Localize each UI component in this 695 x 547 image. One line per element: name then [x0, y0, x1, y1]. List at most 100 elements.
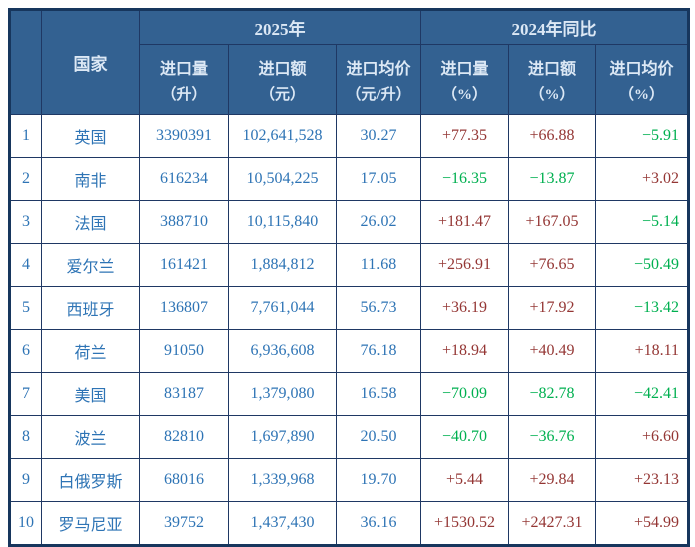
- volume-yoy-cell: +181.47: [420, 200, 509, 244]
- value-yoy-cell: +167.05: [508, 200, 596, 244]
- import-value-cell: 10,504,225: [228, 157, 337, 201]
- import-volume-cell: 136807: [139, 286, 229, 330]
- value-yoy-cell: +76.65: [508, 243, 596, 287]
- table-row: 7 美国 83187 1,379,080 16.58 −70.09 −82.78 −42.41: [9, 372, 689, 416]
- avg-price-yoy-cell: −5.91: [595, 114, 689, 158]
- volume-yoy-cell: +5.44: [420, 458, 509, 502]
- table-row: 1 英国 3390391 102,641,528 30.27 +77.35 +66.88 −5…: [9, 114, 689, 158]
- header-value-yoy: 进口额 （%）: [508, 44, 596, 115]
- avg-price-cell: 20.50: [336, 415, 421, 459]
- country-cell: 法国: [41, 200, 140, 244]
- table-row: 3 法国 388710 10,115,840 26.02 +181.47 +167.05 −5…: [9, 200, 689, 244]
- rank-cell: 8: [9, 415, 42, 459]
- avg-price-cell: 36.16: [336, 501, 421, 546]
- rank-cell: 2: [9, 157, 42, 201]
- import-volume-cell: 68016: [139, 458, 229, 502]
- volume-yoy-cell: +77.35: [420, 114, 509, 158]
- country-cell: 美国: [41, 372, 140, 416]
- rank-cell: 4: [9, 243, 42, 287]
- import-value-cell: 10,115,840: [228, 200, 337, 244]
- avg-price-cell: 30.27: [336, 114, 421, 158]
- table-row: 5 西班牙 136807 7,761,044 56.73 +36.19 +17.92 −13.…: [9, 286, 689, 330]
- group-header-2025: 2025年: [139, 9, 421, 45]
- country-cell: 荷兰: [41, 329, 140, 373]
- header-avg-price: 进口均价 （元/升）: [336, 44, 421, 115]
- volume-yoy-cell: +36.19: [420, 286, 509, 330]
- import-value-cell: 6,936,608: [228, 329, 337, 373]
- value-yoy-cell: −82.78: [508, 372, 596, 416]
- country-header-cell: 国家: [41, 9, 140, 115]
- import-value-cell: 102,641,528: [228, 114, 337, 158]
- table-row: 4 爱尔兰 161421 1,884,812 11.68 +256.91 +76.65 −50…: [9, 243, 689, 287]
- rank-cell: 9: [9, 458, 42, 502]
- import-volume-cell: 3390391: [139, 114, 229, 158]
- table-row: 6 荷兰 91050 6,936,608 76.18 +18.94 +40.49 +18.11: [9, 329, 689, 373]
- rank-cell: 6: [9, 329, 42, 373]
- value-yoy-cell: +29.84: [508, 458, 596, 502]
- rank-cell: 3: [9, 200, 42, 244]
- avg-price-cell: 76.18: [336, 329, 421, 373]
- volume-yoy-cell: −70.09: [420, 372, 509, 416]
- volume-yoy-cell: −40.70: [420, 415, 509, 459]
- import-value-cell: 1,697,890: [228, 415, 337, 459]
- volume-yoy-cell: +18.94: [420, 329, 509, 373]
- table-header: 国家 2025年 2024年同比 进口量 （升） 进口额 （元） 进口均价 （元/升）…: [9, 9, 689, 115]
- table-row: 2 南非 616234 10,504,225 17.05 −16.35 −13.87 +3.0…: [9, 157, 689, 201]
- volume-yoy-cell: +256.91: [420, 243, 509, 287]
- import-volume-cell: 39752: [139, 501, 229, 546]
- rank-cell: 7: [9, 372, 42, 416]
- avg-price-cell: 56.73: [336, 286, 421, 330]
- avg-price-cell: 16.58: [336, 372, 421, 416]
- import-volume-cell: 616234: [139, 157, 229, 201]
- table-row: 8 波兰 82810 1,697,890 20.50 −40.70 −36.76 +6.60: [9, 415, 689, 459]
- volume-yoy-cell: −16.35: [420, 157, 509, 201]
- country-cell: 英国: [41, 114, 140, 158]
- avg-price-yoy-cell: −50.49: [595, 243, 689, 287]
- import-value-cell: 7,761,044: [228, 286, 337, 330]
- import-volume-cell: 91050: [139, 329, 229, 373]
- import-volume-cell: 83187: [139, 372, 229, 416]
- avg-price-yoy-cell: +3.02: [595, 157, 689, 201]
- avg-price-yoy-cell: +23.13: [595, 458, 689, 502]
- avg-price-cell: 26.02: [336, 200, 421, 244]
- value-yoy-cell: −13.87: [508, 157, 596, 201]
- table-body: 1 英国 3390391 102,641,528 30.27 +77.35 +66.88 −5…: [9, 114, 689, 546]
- corner-header-cell: [9, 9, 42, 115]
- table-row: 9 白俄罗斯 68016 1,339,968 19.70 +5.44 +29.84 +23.1…: [9, 458, 689, 502]
- import-volume-cell: 161421: [139, 243, 229, 287]
- value-yoy-cell: +66.88: [508, 114, 596, 158]
- import-stats-table: 国家 2025年 2024年同比 进口量 （升） 进口额 （元） 进口均价 （元/升）…: [8, 8, 690, 547]
- import-value-cell: 1,884,812: [228, 243, 337, 287]
- group-header-2024-yoy: 2024年同比: [420, 9, 689, 45]
- rank-cell: 1: [9, 114, 42, 158]
- avg-price-yoy-cell: +6.60: [595, 415, 689, 459]
- avg-price-yoy-cell: −5.14: [595, 200, 689, 244]
- avg-price-cell: 17.05: [336, 157, 421, 201]
- header-import-volume: 进口量 （升）: [139, 44, 229, 115]
- volume-yoy-cell: +1530.52: [420, 501, 509, 546]
- country-cell: 爱尔兰: [41, 243, 140, 287]
- import-value-cell: 1,379,080: [228, 372, 337, 416]
- avg-price-yoy-cell: −42.41: [595, 372, 689, 416]
- table-row: 10 罗马尼亚 39752 1,437,430 36.16 +1530.52 +2427.3…: [9, 501, 689, 546]
- country-cell: 罗马尼亚: [41, 501, 140, 546]
- header-avg-price-yoy: 进口均价 （%）: [595, 44, 689, 115]
- import-value-cell: 1,437,430: [228, 501, 337, 546]
- import-volume-cell: 82810: [139, 415, 229, 459]
- value-yoy-cell: +17.92: [508, 286, 596, 330]
- avg-price-cell: 19.70: [336, 458, 421, 502]
- import-volume-cell: 388710: [139, 200, 229, 244]
- avg-price-cell: 11.68: [336, 243, 421, 287]
- avg-price-yoy-cell: −13.42: [595, 286, 689, 330]
- avg-price-yoy-cell: +18.11: [595, 329, 689, 373]
- value-yoy-cell: +2427.31: [508, 501, 596, 546]
- value-yoy-cell: −36.76: [508, 415, 596, 459]
- header-volume-yoy: 进口量 （%）: [420, 44, 509, 115]
- value-yoy-cell: +40.49: [508, 329, 596, 373]
- import-value-cell: 1,339,968: [228, 458, 337, 502]
- header-import-value: 进口额 （元）: [228, 44, 337, 115]
- rank-cell: 5: [9, 286, 42, 330]
- country-cell: 波兰: [41, 415, 140, 459]
- country-cell: 白俄罗斯: [41, 458, 140, 502]
- country-cell: 西班牙: [41, 286, 140, 330]
